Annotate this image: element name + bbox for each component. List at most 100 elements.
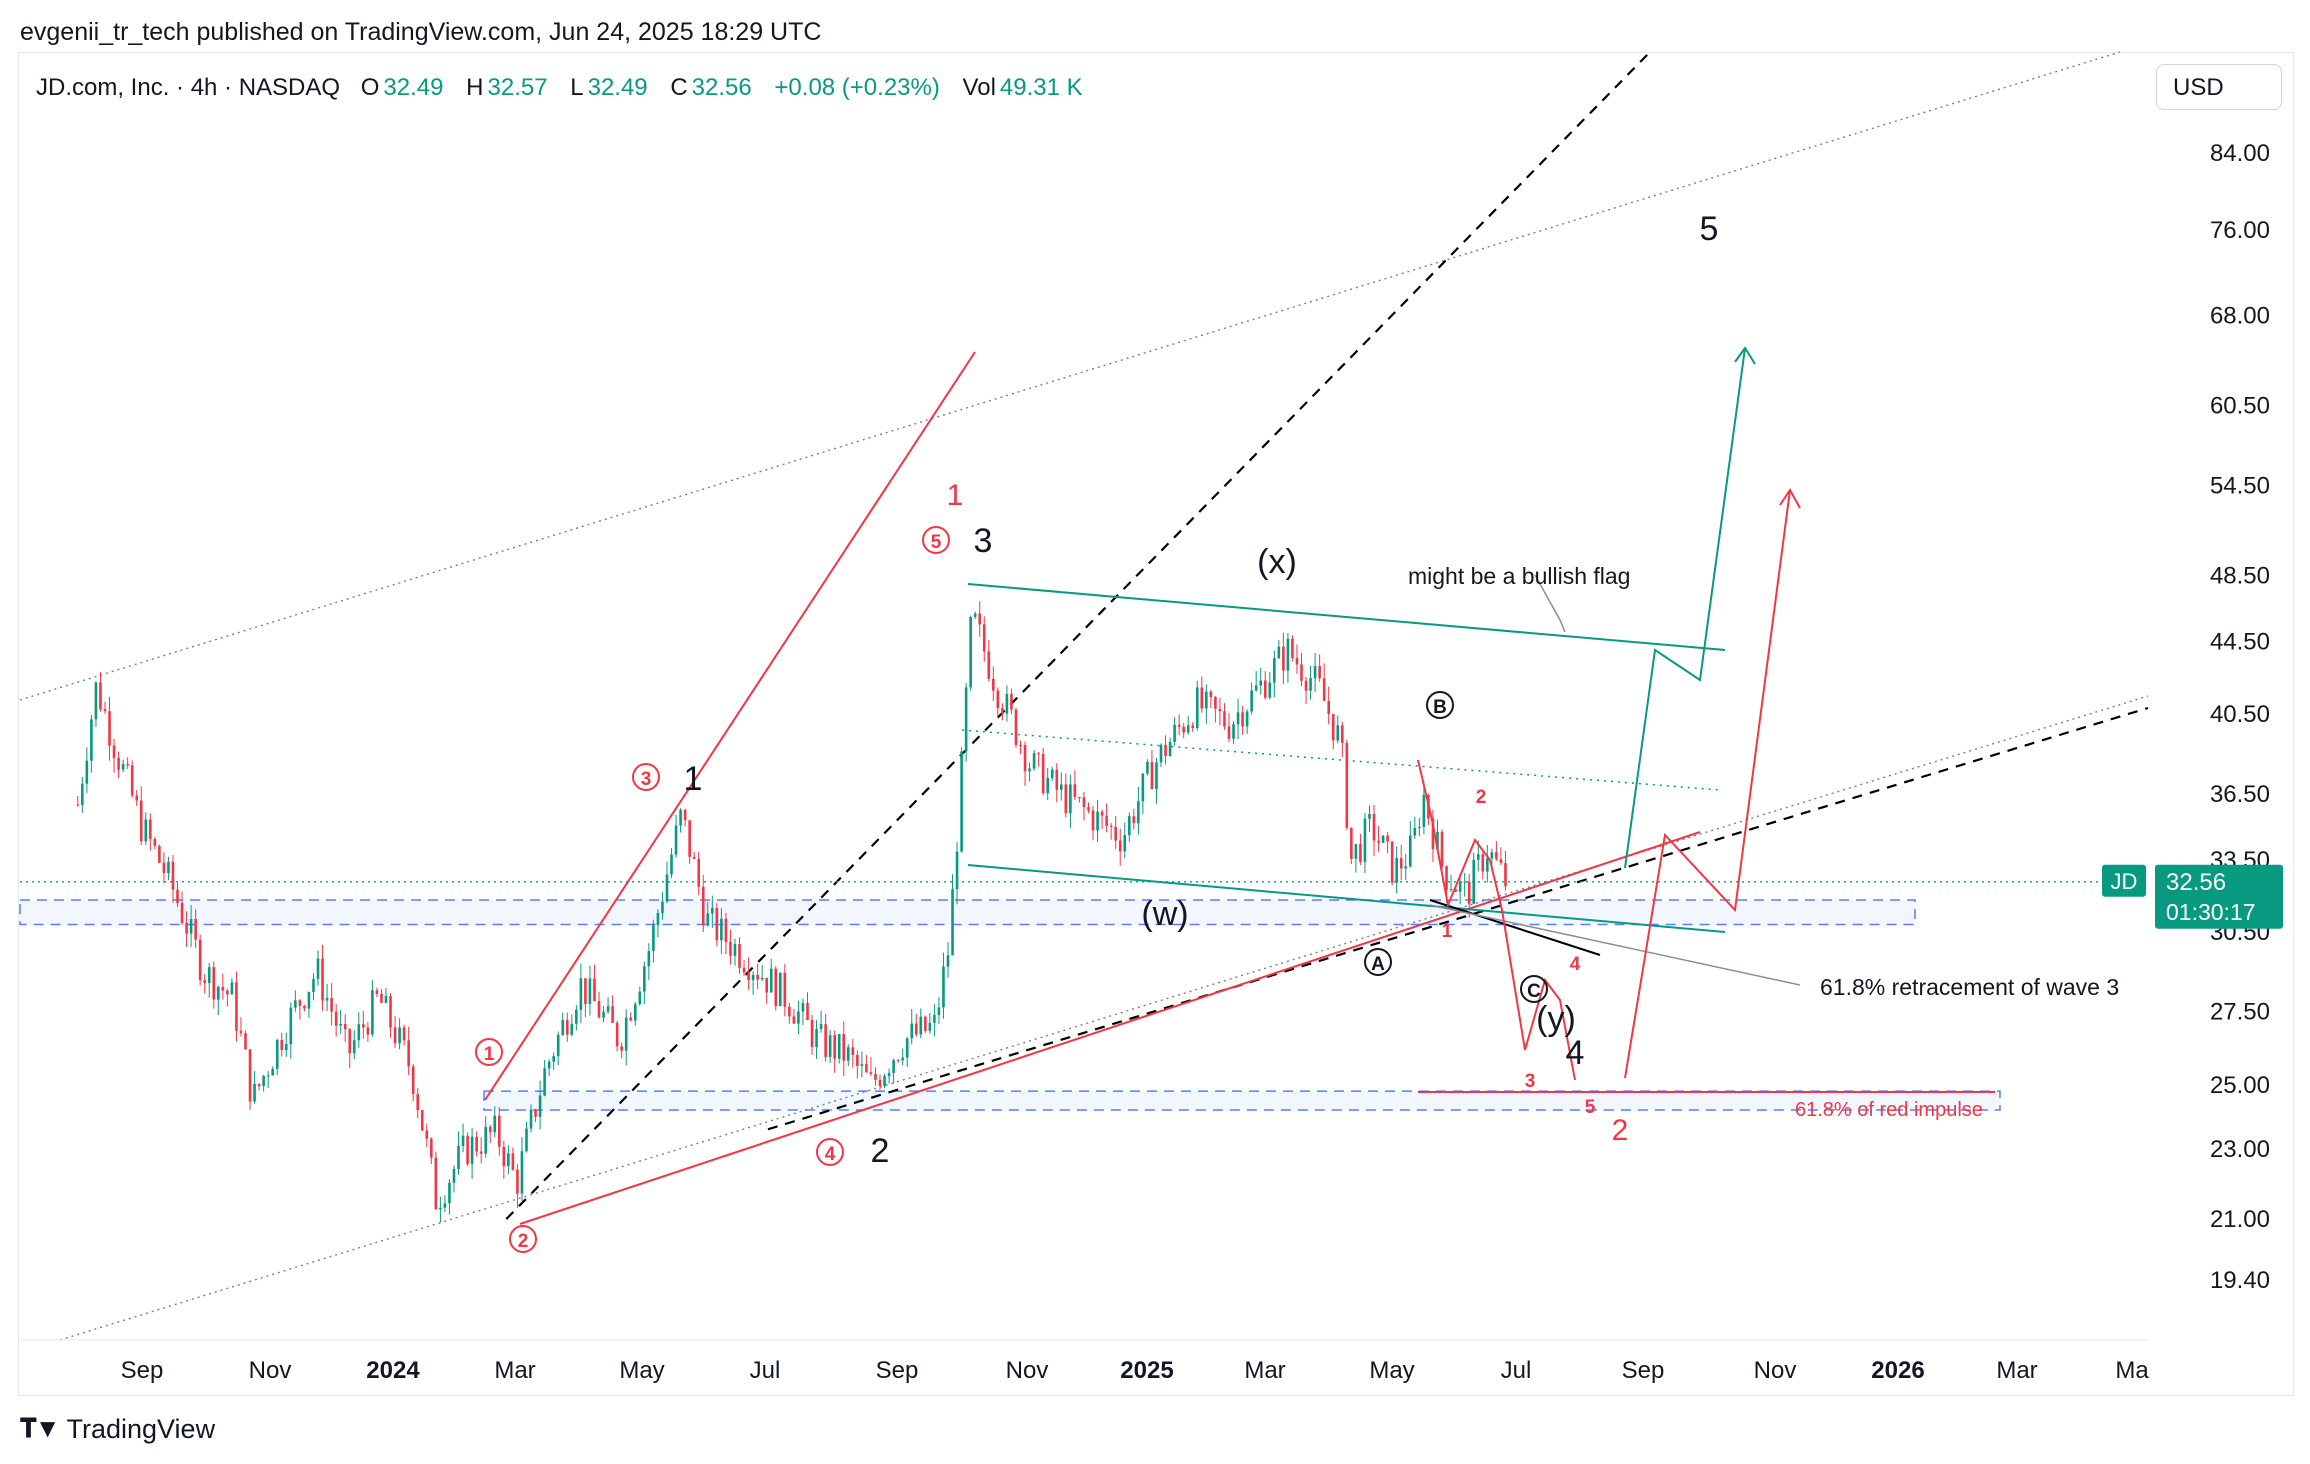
candle — [99, 682, 102, 710]
candle — [633, 1004, 637, 1021]
circled-wave-label: 5 — [931, 532, 942, 553]
teal-arrowhead — [1734, 346, 1756, 365]
close-label: C — [670, 74, 688, 101]
candle — [683, 809, 687, 821]
candle — [706, 913, 710, 926]
candle — [901, 1057, 904, 1061]
candle — [1037, 753, 1040, 755]
candle — [312, 978, 315, 992]
candle — [1096, 811, 1099, 831]
candle — [1490, 852, 1494, 859]
candle — [1449, 889, 1453, 891]
candle — [1073, 784, 1077, 798]
candle — [588, 978, 592, 1004]
candle — [294, 1000, 297, 1008]
candle — [819, 1024, 823, 1030]
candle — [1476, 854, 1480, 860]
candle — [402, 1027, 406, 1041]
candle — [1408, 835, 1412, 867]
candle — [144, 819, 148, 842]
candle — [1263, 680, 1267, 698]
candle — [1486, 858, 1489, 872]
currency-button[interactable]: USD — [2156, 64, 2282, 110]
candle — [779, 972, 782, 1006]
candle — [357, 1024, 361, 1041]
zones-layer — [19, 899, 2001, 1111]
tradingview-brand[interactable]: 𝐓▼ TradingView — [20, 1413, 215, 1445]
candle — [1268, 682, 1272, 698]
wave-c-line — [1429, 899, 1601, 956]
candle — [606, 1006, 610, 1012]
candle — [892, 1060, 895, 1073]
candle — [171, 861, 175, 890]
candle — [1232, 724, 1235, 739]
candle — [298, 1000, 302, 1006]
candle — [1499, 859, 1503, 864]
candle — [1055, 769, 1059, 790]
time-tick-label: Sep — [121, 1357, 164, 1384]
candle — [520, 1151, 524, 1194]
candle — [896, 1060, 900, 1062]
time-tick-label: Nov — [1754, 1357, 1797, 1384]
candle — [547, 1061, 551, 1069]
lower-channel-line — [59, 695, 2149, 1341]
candle — [1458, 881, 1462, 892]
candle — [937, 1007, 941, 1015]
subwave-label: 2 — [1476, 787, 1487, 808]
candle — [692, 856, 696, 859]
flag-lower-line — [967, 864, 1726, 933]
candle — [738, 944, 741, 968]
candle — [76, 804, 80, 806]
candle — [475, 1136, 478, 1152]
low-label: L — [570, 74, 584, 101]
candle — [973, 613, 977, 618]
candle — [484, 1126, 488, 1154]
candle — [1368, 813, 1371, 819]
candle — [235, 982, 238, 1031]
tradingview-logo-icon: 𝐓▼ — [20, 1413, 61, 1443]
candle — [1345, 742, 1349, 828]
candle — [262, 1075, 265, 1087]
candle — [498, 1115, 501, 1147]
price-tick-label: 60.50 — [2210, 392, 2270, 419]
circled-wave-label: 3 — [641, 769, 652, 790]
candle — [1100, 811, 1104, 816]
candle — [1395, 858, 1398, 883]
candle — [1159, 744, 1163, 763]
candle — [1082, 797, 1086, 808]
candle — [742, 967, 746, 973]
candle — [1504, 863, 1507, 887]
candle — [1227, 726, 1231, 739]
candle — [1010, 693, 1013, 710]
candle — [584, 978, 587, 1004]
candle — [1059, 784, 1063, 790]
candle — [1123, 835, 1127, 852]
candle — [108, 711, 111, 746]
change-value: +0.08 (+0.23%) — [774, 74, 940, 101]
time-tick-label: 2025 — [1120, 1357, 1173, 1384]
candle — [1214, 696, 1217, 709]
candle — [321, 958, 324, 1001]
wave-label: (x) — [1257, 543, 1297, 581]
price-tick-label: 19.40 — [2210, 1267, 2270, 1294]
candle — [1173, 724, 1176, 742]
candle — [733, 944, 737, 956]
candle — [121, 764, 125, 770]
candle — [561, 1020, 565, 1035]
candle — [874, 1074, 877, 1080]
candle — [846, 1047, 850, 1061]
flag-upper-line — [967, 583, 1726, 651]
candle — [280, 1039, 284, 1050]
candle — [103, 709, 107, 712]
subwave-label: 1 — [1442, 921, 1453, 942]
symbol-title[interactable]: JD.com, Inc. · 4h · NASDAQ — [36, 74, 341, 101]
candle — [284, 1044, 288, 1050]
candle — [1440, 831, 1444, 867]
candle — [420, 1110, 424, 1131]
price-tick-label: 40.50 — [2210, 701, 2270, 728]
candle — [457, 1145, 460, 1169]
candle — [643, 966, 646, 992]
candle — [538, 1095, 542, 1117]
candle — [221, 986, 225, 991]
